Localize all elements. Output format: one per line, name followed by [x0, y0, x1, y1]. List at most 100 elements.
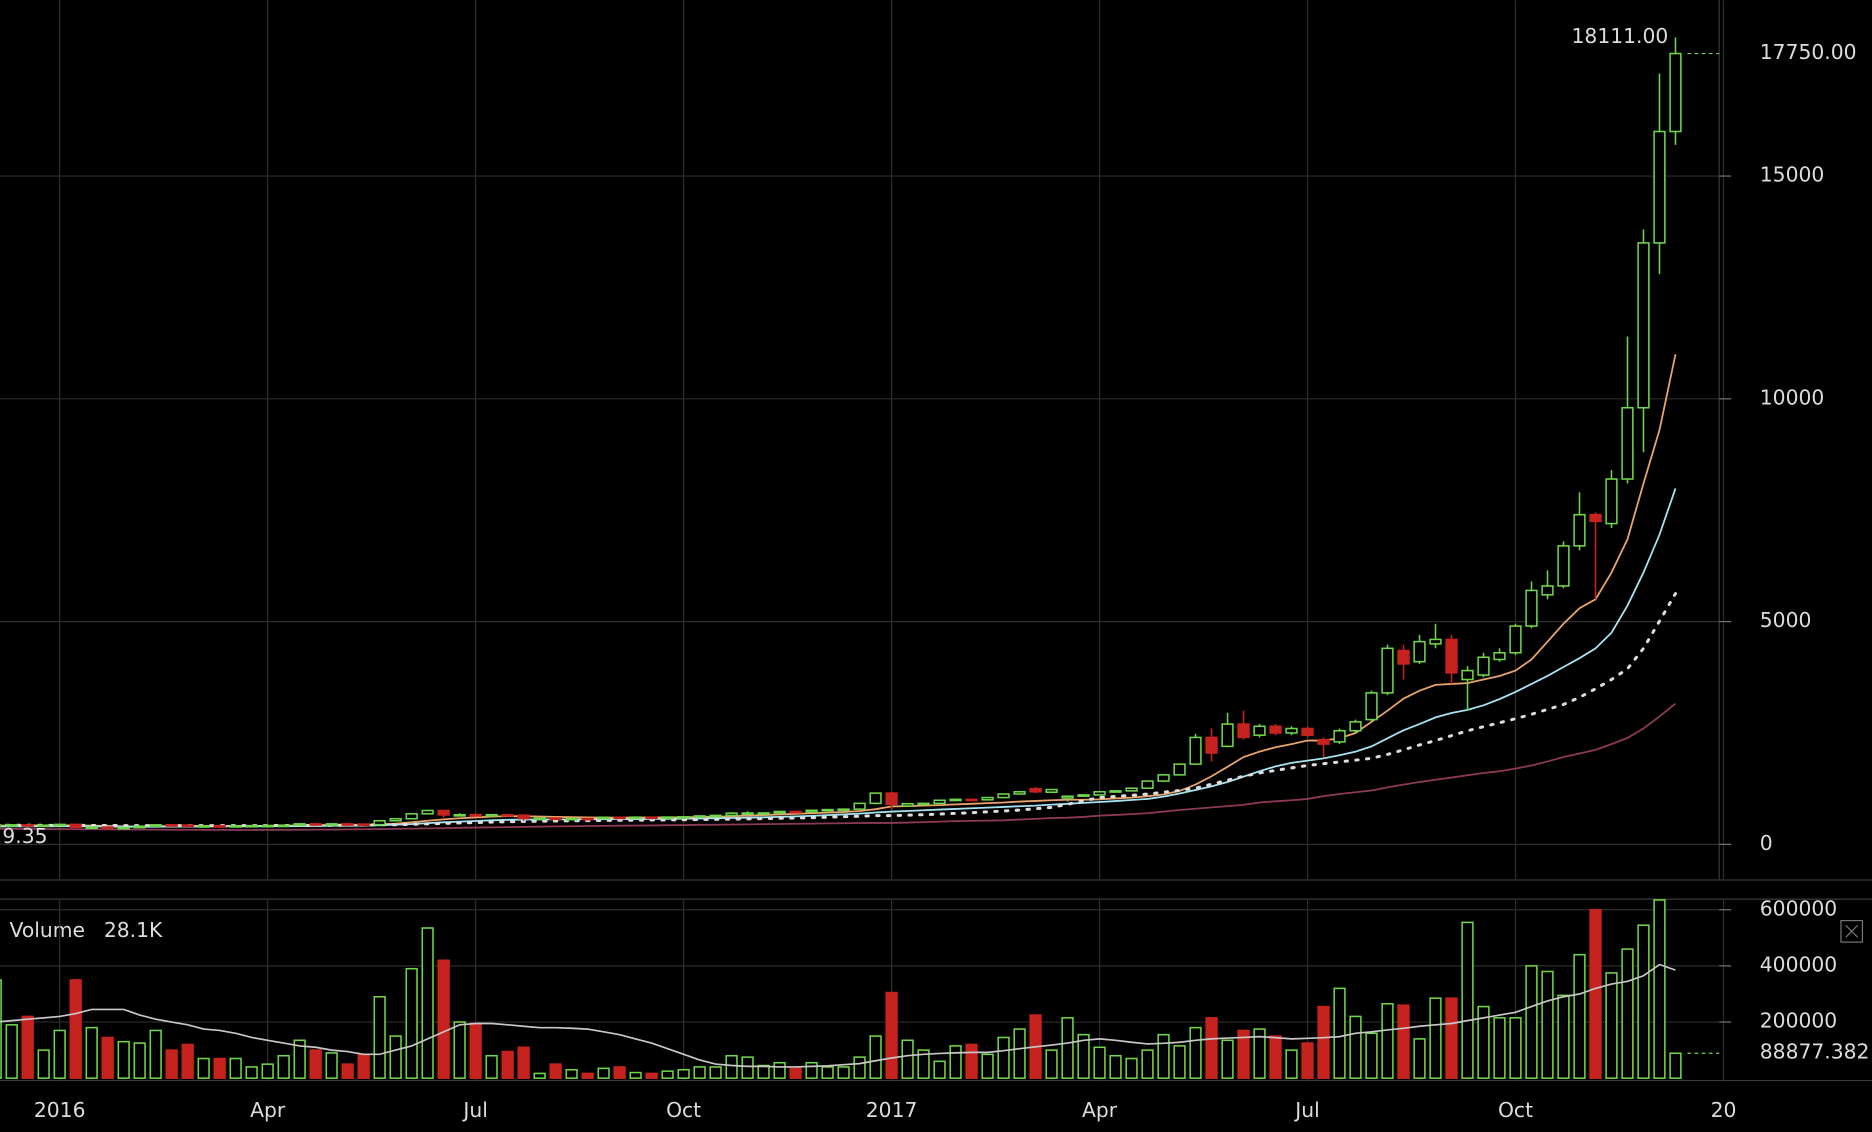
candle-body — [485, 813, 498, 817]
volume-bar — [1669, 1052, 1682, 1079]
candle-body — [277, 824, 290, 828]
volume-bar — [245, 1066, 258, 1079]
candle-body — [901, 803, 914, 807]
candle-body — [1173, 763, 1186, 776]
candle-body — [453, 813, 466, 817]
candle-body — [1253, 725, 1266, 736]
moving-average-line — [0, 592, 1677, 828]
candle — [37, 824, 50, 828]
candle-body — [1525, 589, 1538, 627]
volume-bar — [1605, 972, 1618, 1079]
candle-body — [1045, 788, 1058, 793]
candle-body — [389, 817, 402, 822]
candle-body — [917, 802, 930, 806]
candle-body — [1477, 656, 1490, 676]
candle — [869, 792, 882, 805]
volume-bar — [1557, 994, 1570, 1079]
volume-bar — [1509, 1017, 1522, 1079]
candle — [1397, 644, 1410, 680]
candle — [1237, 710, 1250, 740]
candle — [933, 799, 946, 805]
candle — [1525, 581, 1538, 629]
volume-bar — [1093, 1046, 1106, 1079]
volume-bar — [661, 1070, 674, 1079]
candle-body — [37, 824, 50, 828]
candle — [1013, 791, 1026, 795]
close-button-icon[interactable] — [1845, 924, 1859, 938]
volume-bar — [101, 1036, 114, 1079]
candle — [229, 825, 242, 828]
candle — [773, 810, 786, 814]
candle — [0, 824, 2, 828]
candle — [1429, 623, 1442, 649]
candle-body — [5, 824, 18, 827]
candle-body — [229, 825, 242, 828]
candle — [1349, 719, 1362, 733]
x-tick-label: 2017 — [866, 1098, 918, 1122]
candle-body — [933, 799, 946, 805]
x-tick-label: Apr — [1082, 1098, 1118, 1122]
x-tick-label: 20 — [1711, 1098, 1737, 1122]
candle — [1381, 644, 1394, 696]
candle — [421, 809, 434, 815]
candle-body — [1541, 585, 1554, 596]
volume-bar — [869, 1035, 882, 1079]
candle — [885, 791, 898, 810]
volume-value: 28.1K — [104, 918, 163, 942]
candle-body — [517, 814, 530, 820]
candle — [1189, 733, 1202, 765]
volume-bar — [69, 979, 82, 1079]
volume-bar — [997, 1036, 1010, 1079]
candle — [1653, 73, 1666, 275]
volume-bar — [597, 1067, 610, 1079]
candle-body — [1029, 787, 1042, 793]
candle — [997, 793, 1010, 799]
volume-bar — [1365, 1032, 1378, 1079]
candle — [469, 812, 482, 817]
candle — [613, 816, 626, 820]
volume-bar — [1077, 1033, 1090, 1079]
x-tick-label: Jul — [1293, 1098, 1319, 1122]
volume-bar — [677, 1068, 690, 1079]
volume-bar — [629, 1071, 642, 1079]
volume-bar — [741, 1056, 754, 1079]
candle — [1621, 336, 1634, 484]
candle — [85, 826, 98, 830]
volume-bar — [917, 1049, 930, 1079]
candle-body — [853, 802, 866, 810]
volume-bar — [197, 1057, 210, 1079]
candle-body — [501, 813, 514, 817]
candle-body — [565, 817, 578, 821]
volume-bar — [1317, 1005, 1330, 1079]
volume-bar — [933, 1060, 946, 1079]
volume-bar — [1637, 924, 1650, 1079]
candle-body — [165, 824, 178, 827]
y-tick-label: 200000 — [1760, 1009, 1837, 1033]
candle-body — [645, 816, 658, 820]
candle-body — [309, 823, 322, 826]
close-button[interactable] — [1840, 919, 1864, 943]
volume-bar — [533, 1072, 546, 1079]
volume-bar — [1269, 1035, 1282, 1079]
candle — [549, 817, 562, 821]
candle — [1093, 791, 1106, 796]
volume-bar — [645, 1072, 658, 1079]
last-price-label: 17750.00 — [1760, 40, 1857, 64]
volume-bar — [389, 1035, 402, 1079]
close-button-box[interactable] — [1840, 919, 1864, 943]
volume-bar — [1061, 1017, 1074, 1079]
candle-body — [1125, 787, 1138, 792]
candle — [485, 813, 498, 817]
candle — [1317, 737, 1330, 758]
volume-bar — [373, 995, 386, 1079]
candle-body — [85, 826, 98, 830]
candle-body — [949, 798, 962, 802]
candle-body — [293, 823, 306, 827]
candle-body — [549, 817, 562, 821]
candle-body — [405, 813, 418, 820]
candle — [709, 814, 722, 818]
candle-body — [533, 817, 546, 821]
volume-bar — [837, 1066, 850, 1079]
candle-body — [133, 825, 146, 829]
